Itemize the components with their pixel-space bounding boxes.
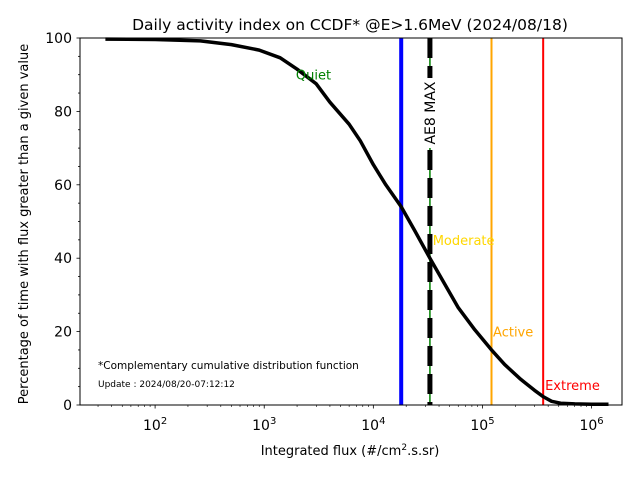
plot-area: AE8 MAX Quiet Moderate Active Extreme (105, 37, 609, 407)
moderate-label: Moderate (433, 234, 495, 249)
x-axis-label-tail: .s.sr) (407, 444, 439, 459)
y-tick-label: 80 (54, 104, 72, 120)
y-tick-label: 40 (54, 251, 72, 267)
annotations: Quiet Moderate Active Extreme (296, 69, 600, 394)
chart-title: Daily activity index on CCDF* @E>1.6MeV … (132, 16, 568, 34)
ae8-max-label: AE8 MAX (423, 81, 439, 144)
x-axis-label-superscript: 2 (401, 443, 407, 453)
x-tick-label: 105 (470, 416, 494, 434)
x-tick-label: 103 (252, 416, 276, 434)
update-timestamp: Update : 2024/08/20-07:12:12 (98, 380, 235, 390)
y-tick-label: 100 (45, 31, 72, 47)
x-tick-label: 106 (579, 416, 603, 434)
x-axis-label: Integrated flux (#/cm2.s.sr) (261, 443, 440, 459)
vertical-lines: AE8 MAX (399, 38, 545, 405)
y-tick-label: 0 (63, 398, 72, 414)
extreme-label: Extreme (545, 379, 600, 394)
ccdf-series-line (105, 37, 609, 407)
y-tick-label: 20 (54, 325, 72, 341)
ae8-max-label-bg (420, 78, 439, 148)
x-tick-label: 102 (143, 416, 167, 434)
footnote-text: *Complementary cumulative distribution f… (98, 360, 359, 372)
y-axis-label: Percentage of time with flux greater tha… (17, 44, 32, 404)
quiet-label: Quiet (296, 69, 331, 84)
x-axis-label-main: Integrated flux (#/cm (261, 444, 402, 459)
y-tick-label: 60 (54, 178, 72, 194)
active-label: Active (493, 326, 533, 341)
y-axis-ticks: 0 20 40 60 80 100 (45, 31, 80, 414)
x-tick-label: 104 (361, 416, 385, 434)
x-axis-ticks: 102 103 104 105 106 (97, 405, 604, 434)
axes-frame (79, 37, 623, 406)
